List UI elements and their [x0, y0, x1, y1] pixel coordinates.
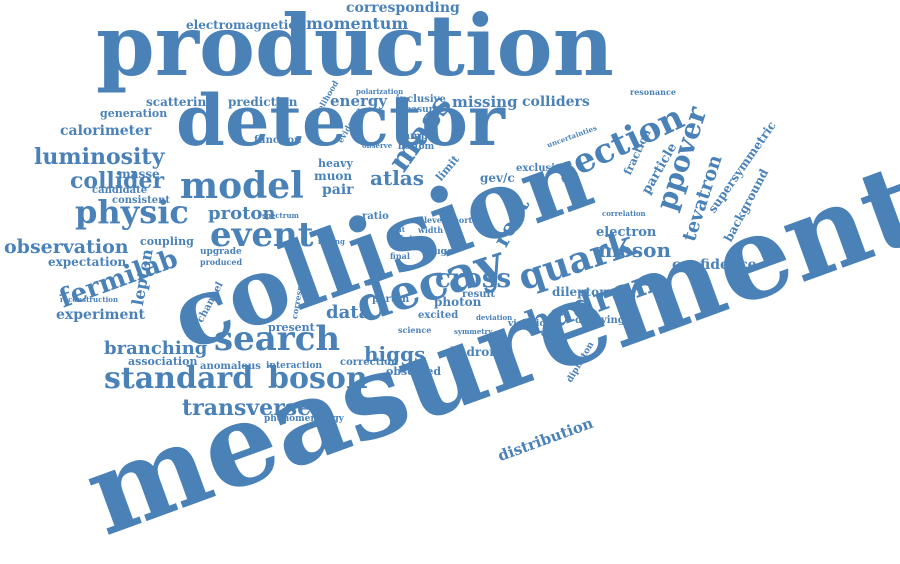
- word-jet: jet: [400, 235, 414, 245]
- word-association: association: [128, 355, 198, 368]
- word-science: science: [398, 325, 432, 335]
- word-generation: generation: [100, 107, 168, 120]
- word-symmetry: symmetry: [454, 327, 493, 336]
- word-model: model: [180, 165, 304, 207]
- word-produced: produced: [200, 257, 243, 267]
- word-gev_c: gev/c: [480, 171, 515, 185]
- word-masse: masse: [118, 167, 160, 181]
- word-heavy: heavy: [318, 157, 353, 170]
- word-momentum: momentum: [306, 14, 409, 33]
- word-polarization: polarization: [356, 87, 404, 96]
- word-spectrum: spectrum: [262, 211, 299, 220]
- word-photon: photon: [434, 295, 482, 309]
- word-observation: observation: [4, 236, 129, 258]
- word-higgs: higgs: [364, 342, 426, 366]
- word-hadronic: hadronic: [450, 345, 510, 359]
- word-consistent: consistent: [112, 195, 170, 206]
- word-energy: energy: [330, 92, 388, 110]
- word-data: data: [326, 302, 371, 323]
- word-bottom: bottom: [398, 142, 435, 152]
- word-anomalous: anomalous: [200, 361, 261, 372]
- word-correction: correction: [340, 357, 399, 368]
- word-distribution: distribution: [495, 413, 596, 466]
- word-search: search: [214, 319, 341, 359]
- word-phenomenology: phenomenology: [264, 414, 344, 424]
- word-gauge: gauge: [422, 247, 453, 257]
- word-width: width: [418, 225, 444, 235]
- word-missing: missing: [452, 93, 518, 111]
- word-event: event: [210, 215, 314, 255]
- word-result: result: [462, 289, 495, 300]
- word-decaying: decaying: [575, 315, 625, 326]
- word-present: present: [268, 321, 315, 334]
- word-parton: parton: [372, 294, 410, 305]
- word-ratio: ratio: [362, 211, 389, 222]
- word-upgrade: upgrade: [200, 247, 242, 257]
- word-level: level: [424, 215, 445, 225]
- word-prediction: prediction: [228, 95, 298, 109]
- word-meson: meson: [598, 238, 672, 262]
- word-luminosity: luminosity: [34, 144, 165, 170]
- word-dilepton: dilepton: [552, 285, 608, 299]
- word-inclusive: inclusive: [396, 94, 446, 105]
- word-confidence: confidence: [672, 257, 757, 273]
- word-physic: physic: [75, 193, 189, 231]
- word-experiment: experiment: [56, 307, 146, 323]
- word-expectation: expectation: [48, 255, 127, 269]
- word-boson: boson: [268, 361, 368, 396]
- word-deviation: deviation: [476, 313, 513, 322]
- word-detector: detector: [176, 79, 505, 162]
- word-report: report: [444, 215, 473, 225]
- word-correlation: correlation: [602, 209, 646, 218]
- word-electron: electron: [596, 225, 657, 240]
- word-colliders: colliders: [522, 94, 590, 110]
- word-observe: observe: [362, 141, 393, 150]
- word-calorimeter: calorimeter: [60, 123, 152, 139]
- word-resonance: resonance: [630, 87, 676, 97]
- word-stat: stat: [390, 225, 405, 234]
- word-reconstruction: reconstruction: [60, 295, 119, 304]
- word-collider: collider: [70, 168, 165, 194]
- word-interaction: interaction: [266, 361, 323, 371]
- word-proton: proton: [208, 203, 276, 224]
- word-atlas: atlas: [370, 166, 425, 190]
- word-pair: pair: [322, 182, 354, 198]
- word-function: function: [254, 135, 302, 146]
- word-sample: sample: [398, 131, 438, 142]
- word-violation: violation: [508, 319, 553, 329]
- word-electromagnetic: electromagnetic: [186, 18, 296, 32]
- word-exclusive: exclusive: [516, 163, 568, 174]
- word-muon: muon: [314, 169, 353, 183]
- word-mixing: mixing: [318, 237, 345, 246]
- word-transverse: transverse: [182, 395, 312, 421]
- word-order: order: [541, 329, 563, 338]
- word-corresponding: corresponding: [346, 0, 460, 16]
- word-excited: excited: [418, 310, 459, 321]
- word-coupling: coupling: [140, 235, 194, 248]
- word-final: final: [390, 251, 410, 261]
- word-cross: cross: [435, 264, 512, 294]
- word-production: production: [96, 0, 614, 95]
- word-candidate: candidate: [92, 185, 148, 196]
- word-branching: branching: [104, 338, 208, 359]
- word-standard: standard: [104, 361, 254, 396]
- word-observed: observed: [386, 365, 442, 378]
- word-scattering: scattering: [146, 95, 215, 109]
- word-measure: measure: [396, 105, 440, 115]
